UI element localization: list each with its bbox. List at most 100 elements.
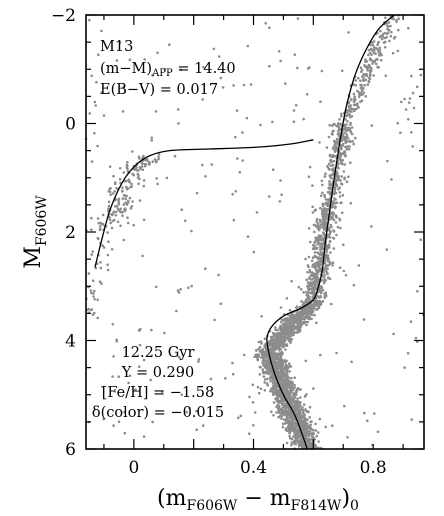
y-tick-label: 4 [65, 332, 76, 352]
star-point [101, 213, 105, 217]
star-point [311, 431, 314, 435]
star-point [281, 379, 284, 383]
star-point [281, 328, 285, 331]
star-point [267, 195, 271, 198]
star-point [90, 216, 93, 220]
star-point [112, 424, 115, 427]
star-point [224, 377, 227, 380]
star-point [305, 323, 308, 327]
star-point [306, 271, 309, 274]
star-point [143, 58, 146, 61]
star-point [386, 159, 389, 163]
star-point [327, 243, 331, 246]
star-point [123, 207, 127, 210]
star-point [125, 194, 128, 198]
star-point [328, 232, 332, 236]
star-point [307, 175, 311, 178]
star-point [123, 410, 126, 414]
star-point [127, 178, 131, 181]
star-point [137, 169, 140, 172]
star-point [364, 65, 368, 69]
star-point [385, 22, 389, 25]
star-point [292, 435, 295, 439]
star-point [385, 32, 389, 36]
star-point [319, 100, 322, 103]
star-point [356, 102, 359, 105]
star-point [241, 131, 244, 134]
star-point [343, 163, 347, 166]
star-point [273, 352, 276, 356]
star-point [282, 382, 286, 386]
star-point [157, 157, 160, 161]
star-point [315, 434, 319, 438]
star-point [348, 113, 351, 116]
star-point [325, 250, 328, 254]
star-point [331, 424, 334, 428]
star-point [340, 147, 343, 151]
star-point [279, 377, 282, 381]
star-point [381, 33, 385, 36]
star-point [299, 422, 303, 426]
star-point [296, 17, 300, 20]
annotation-cluster: M13 [100, 39, 133, 55]
star-point [286, 328, 289, 331]
star-point [335, 351, 338, 355]
star-point [352, 283, 356, 287]
star-point [140, 161, 143, 165]
star-point [271, 393, 275, 397]
star-point [319, 353, 322, 357]
star-point [102, 417, 105, 421]
star-point [262, 375, 266, 378]
star-point [345, 133, 349, 136]
star-point [391, 51, 395, 55]
star-point [201, 424, 205, 427]
star-point [264, 370, 267, 374]
star-point [275, 405, 278, 409]
star-point [306, 264, 310, 267]
star-point [257, 347, 261, 351]
star-point [328, 180, 331, 183]
star-point [332, 145, 335, 149]
star-point [213, 318, 216, 322]
star-point [264, 346, 267, 349]
star-point [271, 348, 274, 352]
star-point [349, 121, 352, 125]
star-point [256, 385, 260, 389]
star-point [321, 238, 324, 241]
star-point [379, 59, 383, 62]
star-point [290, 381, 294, 385]
star-point [337, 134, 341, 137]
star-point [313, 209, 317, 212]
star-point [100, 91, 103, 94]
star-point [163, 67, 167, 71]
star-point [319, 259, 322, 262]
star-point [285, 417, 288, 421]
star-point [350, 126, 354, 129]
star-point [309, 291, 313, 294]
star-point [304, 434, 308, 438]
star-point [318, 299, 321, 303]
star-point [312, 289, 316, 292]
star-point [112, 174, 115, 178]
star-point [412, 106, 416, 110]
star-point [90, 253, 94, 256]
star-point [141, 254, 144, 258]
star-point [293, 383, 296, 387]
star-point [312, 428, 315, 432]
star-point [279, 400, 282, 403]
star-point [338, 155, 341, 158]
star-point [263, 337, 267, 341]
star-point [343, 131, 347, 135]
star-point [312, 436, 315, 439]
star-point [321, 191, 324, 195]
star-point [281, 371, 285, 375]
star-point [263, 381, 267, 384]
star-point [289, 365, 293, 368]
star-point [272, 390, 276, 394]
star-point [319, 206, 322, 210]
star-point [305, 409, 308, 413]
star-point [295, 406, 299, 410]
star-point [285, 441, 289, 445]
star-point [287, 336, 291, 339]
star-point [313, 305, 316, 308]
